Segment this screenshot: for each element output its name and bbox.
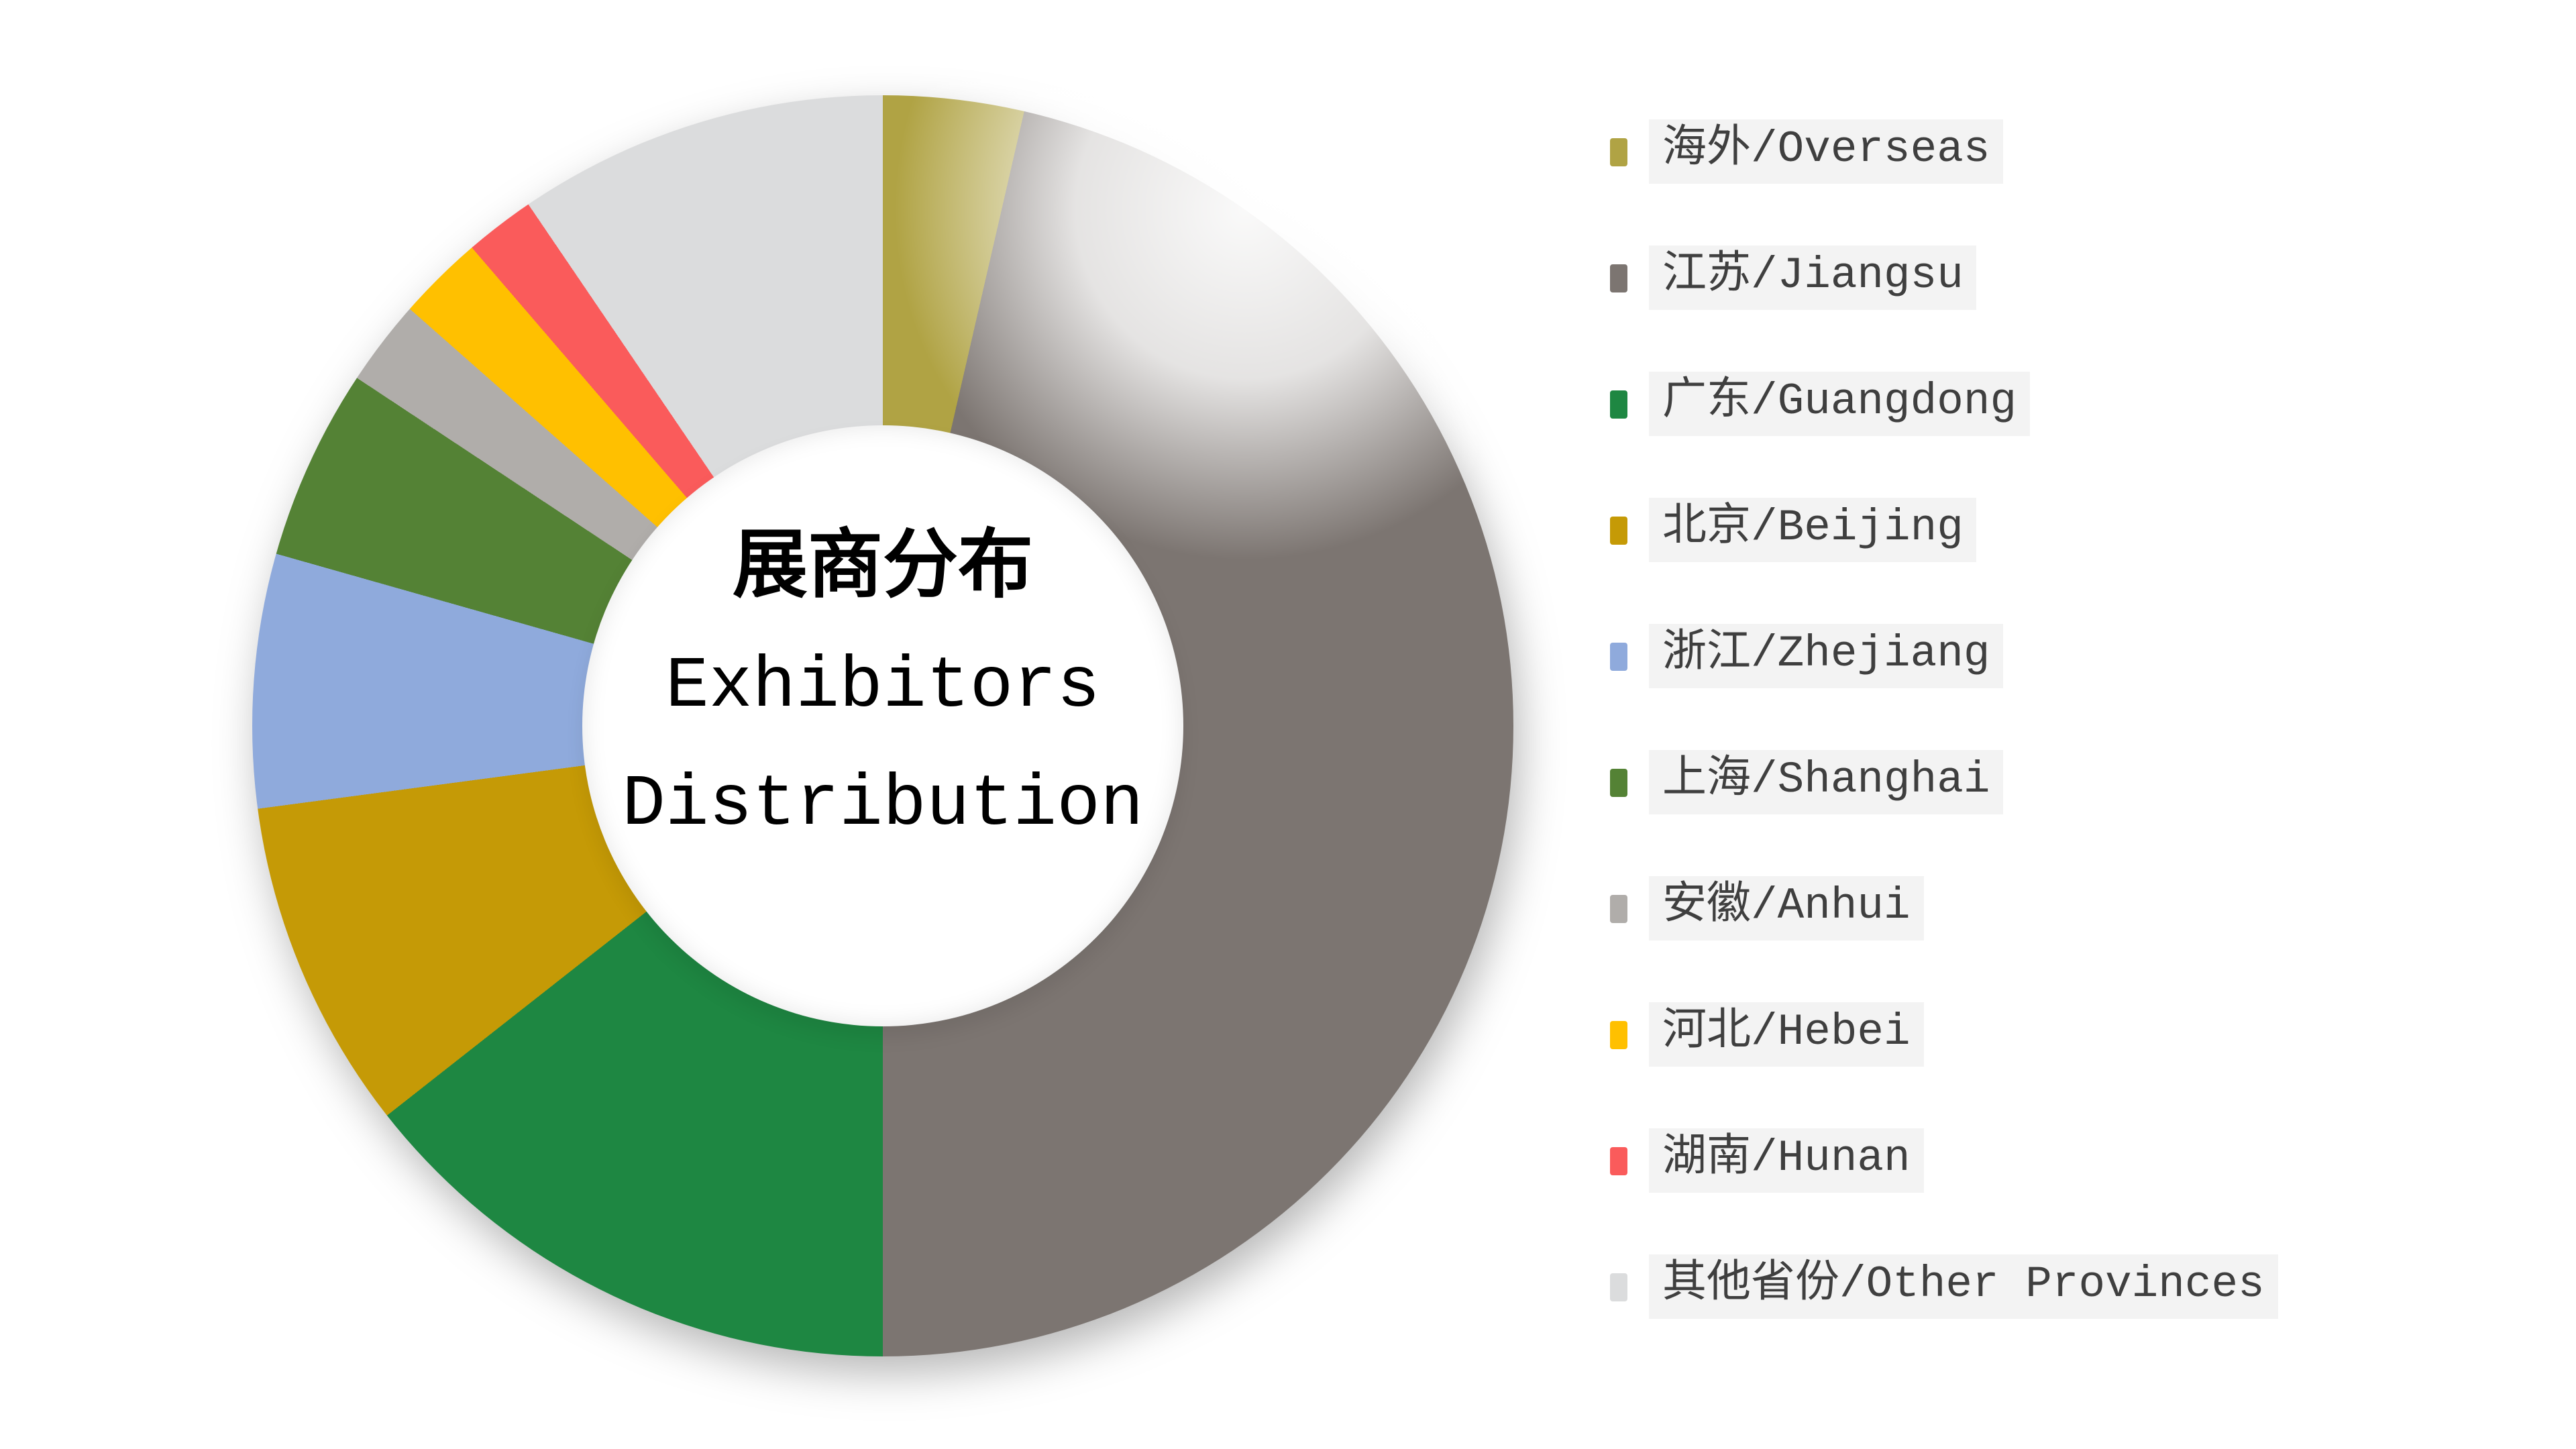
legend-label: 广东/Guangdong [1649, 372, 2031, 436]
legend-item-3[interactable]: 广东/Guangdong [1610, 341, 2278, 467]
legend-swatch [1610, 894, 1627, 922]
legend-item-4[interactable]: 北京/Beijing [1610, 467, 2278, 593]
legend-swatch [1610, 768, 1627, 796]
legend-item-9[interactable]: 湖南/Hunan [1610, 1097, 2278, 1224]
chart-title-line-en-2: Distribution [622, 765, 1144, 847]
donut-center: 展商分布 Exhibitors Distribution [582, 425, 1183, 1026]
chart-title-line-en-1: Exhibitors [665, 647, 1101, 729]
legend-swatch [1610, 1020, 1627, 1049]
legend-label: 安徽/Anhui [1649, 876, 1924, 941]
legend-item-1[interactable]: 海外/Overseas [1610, 89, 2278, 215]
legend-item-6[interactable]: 上海/Shanghai [1610, 719, 2278, 845]
legend-swatch [1610, 642, 1627, 670]
legend-item-8[interactable]: 河北/Hebei [1610, 971, 2278, 1097]
legend-swatch [1610, 1273, 1627, 1301]
legend-label: 其他省份/Other Provinces [1649, 1254, 2278, 1319]
legend-item-5[interactable]: 浙江/Zhejiang [1610, 593, 2278, 719]
chart-legend: 海外/Overseas 江苏/Jiangsu 广东/Guangdong 北京/Beij… [1610, 89, 2278, 1350]
chart-title-line-cn: 展商分布 [733, 527, 1033, 613]
legend-label: 上海/Shanghai [1649, 750, 2004, 814]
legend-swatch [1610, 264, 1627, 292]
legend-item-2[interactable]: 江苏/Jiangsu [1610, 215, 2278, 341]
legend-label: 浙江/Zhejiang [1649, 624, 2004, 688]
legend-label: 河北/Hebei [1649, 1002, 1924, 1067]
legend-label: 北京/Beijing [1649, 498, 1977, 562]
legend-label: 江苏/Jiangsu [1649, 246, 1977, 310]
legend-swatch [1610, 138, 1627, 166]
legend-item-10[interactable]: 其他省份/Other Provinces [1610, 1224, 2278, 1350]
legend-label: 湖南/Hunan [1649, 1128, 1924, 1193]
legend-label: 海外/Overseas [1649, 119, 2004, 184]
legend-swatch [1610, 516, 1627, 544]
legend-swatch [1610, 1146, 1627, 1175]
legend-item-7[interactable]: 安徽/Anhui [1610, 845, 2278, 971]
legend-swatch [1610, 390, 1627, 418]
chart-title: 展商分布 Exhibitors Distribution [622, 511, 1144, 865]
